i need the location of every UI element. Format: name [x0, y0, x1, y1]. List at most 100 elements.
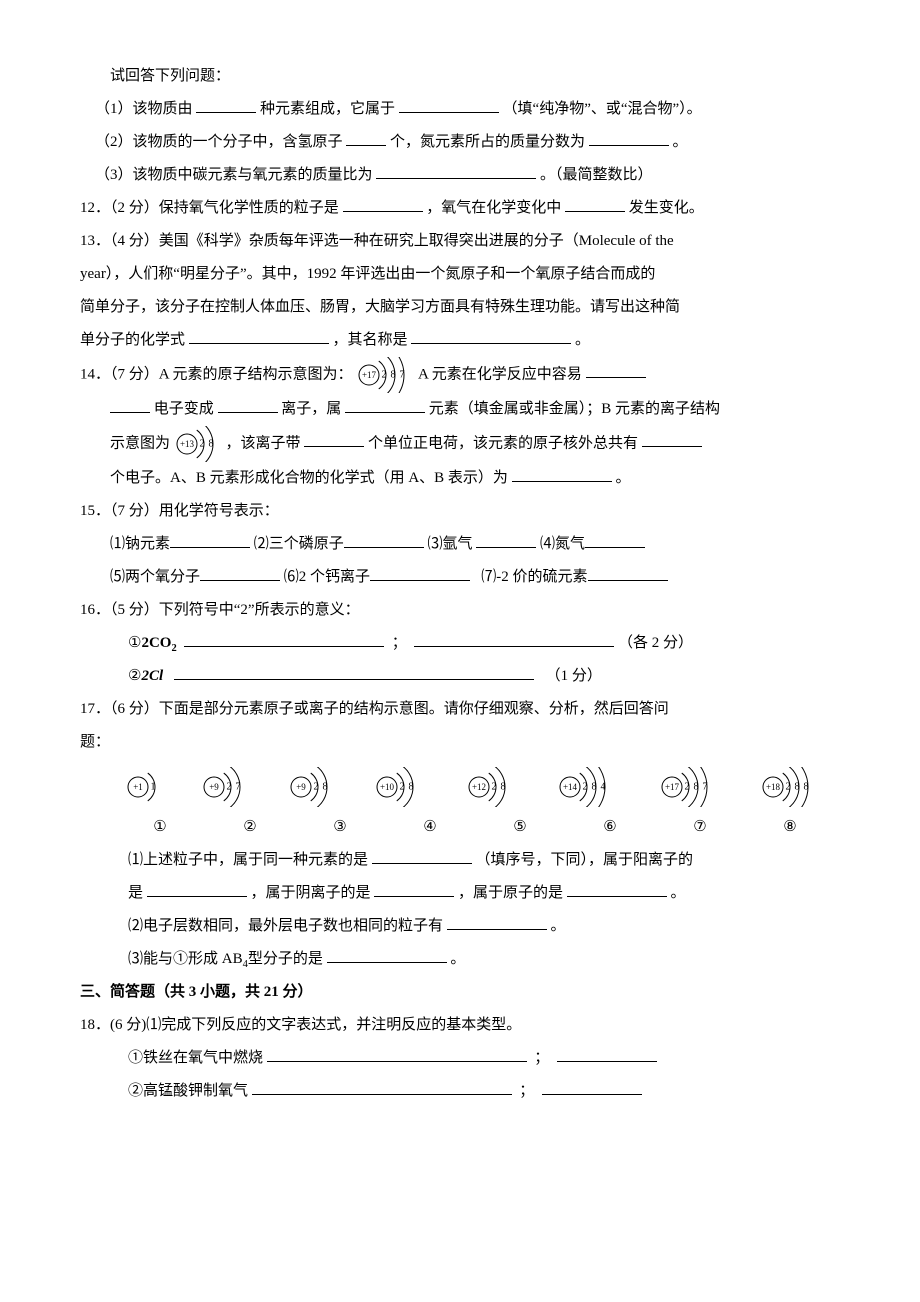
blank[interactable]: [399, 96, 499, 114]
atom-diagram-4: +1028: [374, 767, 429, 807]
svg-text:2: 2: [785, 782, 790, 793]
text: ，属于原子的是: [458, 885, 563, 901]
svg-text:+14: +14: [563, 782, 578, 792]
text: A 元素在化学反应中容易: [418, 366, 582, 382]
blank[interactable]: [184, 630, 384, 648]
label: ③: [305, 811, 375, 844]
q13-line2: year），人们称“明星分子”。其中，1992 年评选出由一个氮原子和一个氧原子…: [80, 258, 840, 291]
q14-line4: 个电子。A、B 元素形成化合物的化学式（用 A、B 表示）为 。: [80, 462, 840, 495]
text: ；: [392, 635, 407, 651]
q17-sub1a: ⑴上述粒子中，属于同一种元素的是 （填序号，下同），属于阳离子的: [80, 844, 840, 877]
blank[interactable]: [567, 880, 667, 898]
blank[interactable]: [370, 564, 470, 582]
formula: 2Cl: [141, 668, 163, 684]
svg-text:8: 8: [208, 439, 213, 450]
text: 电子变成: [154, 401, 214, 417]
blank[interactable]: [588, 564, 668, 582]
svg-text:2: 2: [583, 782, 588, 793]
blank[interactable]: [110, 396, 150, 414]
exam-page: 试回答下列问题： （1）该物质由 种元素组成，它属于 （填“纯净物”、或“混合物…: [0, 0, 920, 1188]
blank[interactable]: [174, 663, 534, 681]
blank[interactable]: [344, 531, 424, 549]
svg-text:+17: +17: [664, 782, 679, 792]
blank[interactable]: [345, 396, 425, 414]
text: ②: [128, 668, 141, 684]
q16-title: 16．（5 分）下列符号中“2”所表示的意义：: [80, 594, 840, 627]
svg-text:8: 8: [322, 782, 327, 793]
blank[interactable]: [252, 1078, 512, 1096]
text: ⑶能与①形成 AB: [128, 951, 243, 967]
blank[interactable]: [447, 913, 547, 931]
atom-diagram-2: +927: [201, 767, 251, 807]
blank[interactable]: [512, 465, 612, 483]
blank[interactable]: [411, 327, 571, 345]
svg-text:2: 2: [199, 439, 204, 450]
q17-title-a: 17．（6 分）下面是部分元素原子或离子的结构示意图。请你仔细观察、分析，然后回…: [80, 693, 840, 726]
blank[interactable]: [372, 847, 472, 865]
text: ①铁丝在氧气中燃烧: [128, 1050, 263, 1066]
svg-text:+12: +12: [472, 782, 486, 792]
label: ⑦: [665, 811, 735, 844]
blank[interactable]: [585, 531, 645, 549]
atom-diagram-7: +17287: [659, 767, 724, 807]
blank[interactable]: [267, 1045, 527, 1063]
svg-text:8: 8: [693, 782, 698, 793]
blank[interactable]: [147, 880, 247, 898]
blank[interactable]: [200, 564, 280, 582]
text: ⑴钠元素: [110, 536, 170, 552]
blank[interactable]: [218, 396, 278, 414]
svg-text:2: 2: [227, 782, 232, 793]
text: ⑷氮气: [540, 536, 585, 552]
text: 示意图为: [110, 435, 170, 451]
text: 单分子的化学式: [80, 332, 185, 348]
q17-diagram-row: +11 +927 +928 +1028 +1228 +14284 +17287 …: [80, 767, 840, 807]
label: ⑧: [755, 811, 825, 844]
blank[interactable]: [196, 96, 256, 114]
formula: 2CO: [141, 635, 171, 651]
atom-diagram-1: +11: [125, 767, 165, 807]
blank[interactable]: [589, 129, 669, 147]
text: 离子，属: [281, 401, 341, 417]
text: 个单位正电荷，该元素的原子核外总共有: [368, 435, 638, 451]
atom-diagram-a: +17287: [356, 357, 414, 393]
text: ②高锰酸钾制氧气: [128, 1083, 248, 1099]
blank[interactable]: [586, 361, 646, 379]
text: 元素（填金属或非金属）；B 元素的离子结构: [429, 401, 720, 417]
atom-diagram-3: +928: [288, 767, 338, 807]
blank[interactable]: [304, 430, 364, 448]
text: ⑸两个氧分子: [110, 569, 200, 585]
text: （填“纯净物”、或“混合物”）。: [503, 101, 702, 117]
text: 。（最简整数比）: [540, 167, 653, 183]
q17-label-row: ① ② ③ ④ ⑤ ⑥ ⑦ ⑧: [80, 811, 840, 844]
q18-item2: ②高锰酸钾制氧气 ；: [80, 1075, 840, 1108]
svg-text:1: 1: [151, 782, 156, 793]
blank[interactable]: [346, 129, 386, 147]
label: ⑤: [485, 811, 555, 844]
blank[interactable]: [557, 1045, 657, 1063]
blank[interactable]: [343, 195, 423, 213]
label: ①: [125, 811, 195, 844]
q16-item1: ①2CO2 ； （各 2 分）: [80, 627, 840, 660]
q13-line3: 简单分子，该分子在控制人体血压、肠胃，大脑学习方面具有特殊生理功能。请写出这种简: [80, 291, 840, 324]
text: ，该离子带: [226, 435, 301, 451]
blank[interactable]: [476, 531, 536, 549]
text: ；: [534, 1050, 549, 1066]
q15-title: 15．（7 分）用化学符号表示：: [80, 495, 840, 528]
blank[interactable]: [565, 195, 625, 213]
text: ，其名称是: [333, 332, 408, 348]
blank[interactable]: [414, 630, 614, 648]
blank[interactable]: [327, 946, 447, 964]
text: 个电子。A、B 元素形成化合物的化学式（用 A、B 表示）为: [110, 470, 508, 486]
text: 发生变化。: [629, 200, 704, 216]
blank[interactable]: [542, 1078, 642, 1096]
blank[interactable]: [170, 531, 250, 549]
text: 。: [671, 885, 686, 901]
lead-prompt: 试回答下列问题：: [80, 60, 840, 93]
blank[interactable]: [189, 327, 329, 345]
atom-diagram-b: +1328: [174, 426, 222, 462]
blank[interactable]: [376, 162, 536, 180]
blank[interactable]: [374, 880, 454, 898]
text: 。: [575, 332, 590, 348]
blank[interactable]: [642, 430, 702, 448]
text: 种元素组成，它属于: [260, 101, 395, 117]
